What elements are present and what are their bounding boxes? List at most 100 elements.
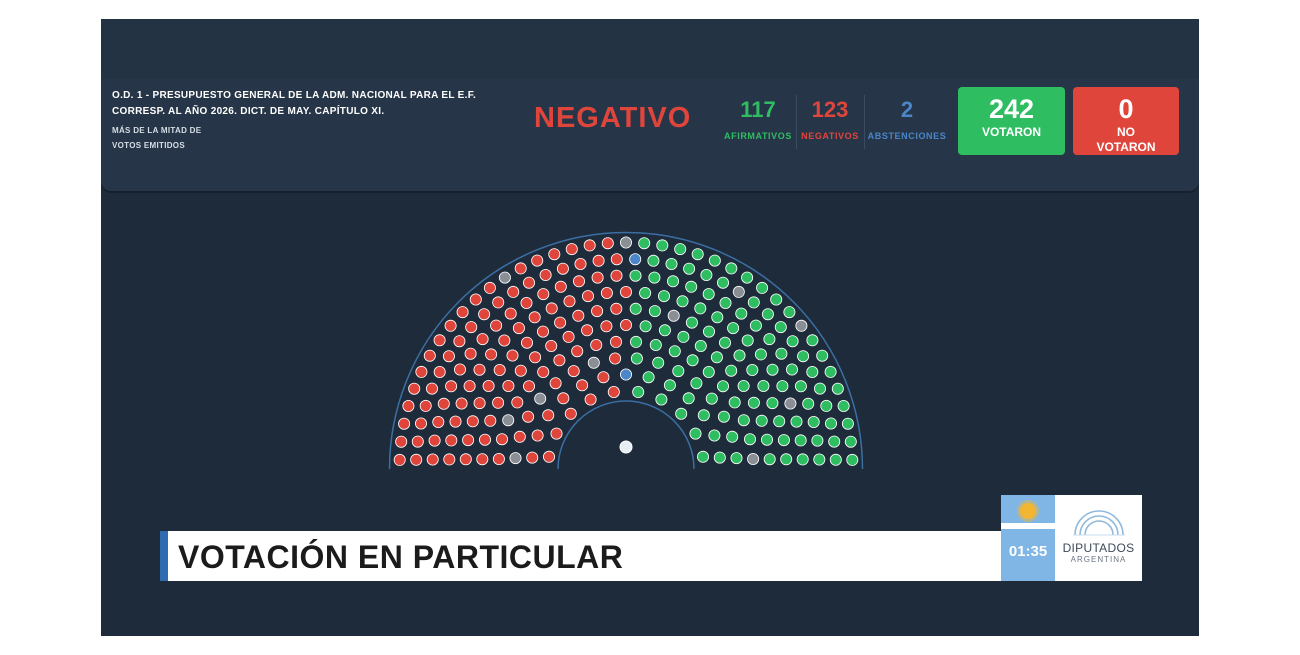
seat-afirmativo	[757, 379, 770, 392]
seat-afirmativo	[694, 339, 707, 352]
seat-afirmativo	[777, 434, 790, 447]
seat-afirmativo	[824, 365, 837, 378]
seat-negativo	[554, 280, 567, 293]
broadcast-screen: O.D. 1 - PRESUPUESTO GENERAL DE LA ADM. …	[101, 19, 1199, 636]
seat-negativo	[520, 336, 533, 349]
seat-afirmativo	[647, 254, 660, 267]
negativos-label: NEGATIVOS	[801, 131, 859, 141]
seat-afirmativo	[797, 350, 810, 363]
seat-negativo	[607, 385, 620, 398]
seat-negativo	[591, 305, 604, 318]
seat-abstencion	[629, 253, 642, 266]
seat-afirmativo	[648, 305, 661, 318]
seat-negativo	[590, 338, 603, 351]
seat-negativo	[539, 269, 552, 282]
seat-afirmativo	[831, 382, 844, 395]
votaron-count: 242	[988, 94, 1035, 124]
seat-afirmativo	[813, 382, 826, 395]
seat-afirmativo	[747, 396, 760, 409]
majority-line1: MÁS DE LA MITAD DE	[112, 126, 202, 135]
seat-afirmativo	[770, 293, 783, 306]
congress-dome-icon	[1073, 510, 1125, 536]
seat-afirmativo	[786, 335, 799, 348]
seat-negativo	[492, 396, 505, 409]
seat-negativo	[610, 253, 623, 266]
seat-negativo	[581, 290, 594, 303]
seat-afirmativo	[773, 415, 786, 428]
negativos-stat: 123 NEGATIVOS	[798, 97, 862, 141]
seat-negativo	[492, 452, 505, 465]
seat-negativo	[511, 396, 524, 409]
seat-afirmativo	[666, 275, 679, 288]
seat-negativo	[522, 410, 535, 423]
seat-negativo	[504, 307, 517, 320]
seat-afirmativo	[689, 427, 702, 440]
seat-afirmativo	[726, 430, 739, 443]
top-band	[101, 19, 1199, 79]
seat-negativo	[576, 379, 589, 392]
seat-negativo	[610, 302, 623, 315]
seat-afirmativo	[648, 271, 661, 284]
banner-title: VOTACIÓN EN PARTICULAR	[178, 539, 624, 575]
negativos-count: 123	[811, 97, 849, 122]
seat-negativo	[572, 309, 585, 322]
seat-negativo	[548, 248, 561, 261]
seat-negativo	[562, 330, 575, 343]
seat-negativo	[619, 286, 632, 299]
seat-negativo	[445, 380, 458, 393]
seat-afirmativo	[685, 280, 698, 293]
seat-afirmativo	[668, 345, 681, 358]
seat-negativo	[554, 316, 567, 329]
afirmativos-label: AFIRMATIVOS	[724, 131, 792, 141]
seat-negativo	[567, 365, 580, 378]
seat-afirmativo	[746, 363, 759, 376]
branding-box: 01:35 DIPUTADOS ARGENTINA	[1001, 495, 1142, 581]
seat-afirmativo	[844, 435, 857, 448]
seat-afirmativo	[629, 269, 642, 282]
seat-negativo	[455, 397, 468, 410]
seat-negativo	[520, 297, 533, 310]
president-seat	[619, 440, 633, 454]
seat-negativo	[411, 435, 424, 448]
seat-negativo	[484, 414, 497, 427]
seat-afirmativo	[696, 450, 709, 463]
seat-negativo	[584, 393, 597, 406]
divider	[796, 95, 797, 149]
seat-ausente	[498, 271, 511, 284]
seat-negativo	[473, 363, 486, 376]
seat-negativo	[574, 258, 587, 271]
seat-negativo	[465, 321, 478, 334]
seat-negativo	[432, 415, 445, 428]
seat-afirmativo	[828, 435, 841, 448]
seat-afirmativo	[749, 319, 762, 332]
seat-negativo	[597, 371, 610, 384]
vote-title-line1: O.D. 1 - PRESUPUESTO GENERAL DE LA ADM. …	[112, 90, 477, 101]
afirmativos-stat: 117 AFIRMATIVOS	[718, 97, 798, 141]
seat-negativo	[531, 254, 544, 267]
seat-afirmativo	[730, 452, 743, 465]
seat-negativo	[600, 320, 613, 333]
seat-negativo	[493, 363, 506, 376]
seat-ausente	[587, 356, 600, 369]
seat-afirmativo	[829, 453, 842, 466]
seat-ausente	[732, 285, 745, 298]
seat-afirmativo	[630, 352, 643, 365]
seat-negativo	[550, 427, 563, 440]
seat-negativo	[393, 453, 406, 466]
seat-negativo	[415, 365, 428, 378]
seat-negativo	[479, 433, 492, 446]
seat-negativo	[592, 254, 605, 267]
seat-negativo	[453, 335, 466, 348]
seat-afirmativo	[691, 248, 704, 261]
vote-title-line2: CORRESP. AL AÑO 2026. DICT. DE MAY. CAPÍ…	[112, 106, 385, 117]
seat-negativo	[610, 269, 623, 282]
seat-afirmativo	[702, 288, 715, 301]
seat-negativo	[529, 351, 542, 364]
seat-afirmativo	[754, 348, 767, 361]
seat-afirmativo	[697, 409, 710, 422]
seat-negativo	[454, 363, 467, 376]
seat-afirmativo	[774, 321, 787, 334]
votaron-card: 242 VOTARON	[958, 87, 1065, 155]
seat-afirmativo	[656, 239, 669, 252]
seat-negativo	[542, 450, 555, 463]
